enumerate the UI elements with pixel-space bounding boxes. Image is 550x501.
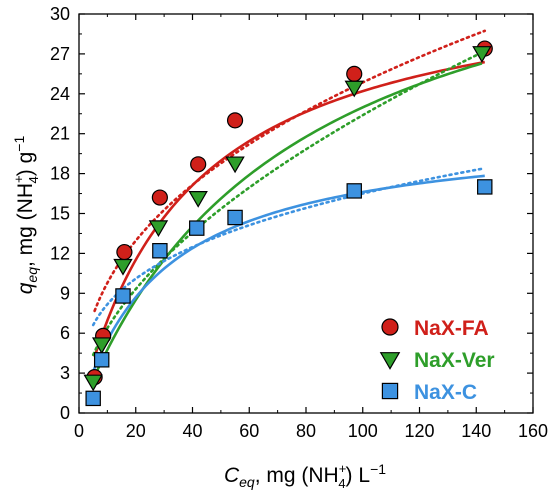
x-tick-label: 120 <box>404 421 434 441</box>
y-tick-label: 6 <box>60 323 70 343</box>
data-point-nax-fa <box>116 243 133 261</box>
data-point-nax-c <box>227 209 243 226</box>
data-points <box>83 40 493 407</box>
x-tick-label: 100 <box>348 421 378 441</box>
data-point-nax-ver <box>344 80 364 98</box>
y-tick-label: 30 <box>50 4 70 24</box>
fit-solid-nax-c <box>91 174 485 372</box>
legend-label-nax-ver: NaX-Ver <box>414 349 495 372</box>
y-tick-label: 18 <box>50 164 70 184</box>
y-tick-label: 15 <box>50 204 70 224</box>
y-tick-label: 0 <box>60 403 70 423</box>
legend-marker-nax-c <box>381 382 399 400</box>
data-point-nax-fa <box>346 65 363 82</box>
data-point-nax-ver <box>225 156 245 174</box>
y-axis-title: qeq, mg (NH+4) g−1 <box>11 136 41 295</box>
axes: 0 20 40 60 80 100 120 140 160 0 3 6 9 12 15 18 21 24 27 30 <box>50 4 548 441</box>
x-tick-label: 160 <box>518 421 548 441</box>
data-point-nax-ver <box>113 258 133 276</box>
data-point-nax-c <box>85 390 101 407</box>
y-tick-label: 27 <box>50 44 70 64</box>
data-point-nax-c <box>477 179 493 195</box>
fit-solid-nax-ver <box>92 62 483 380</box>
data-point-nax-fa <box>151 189 168 206</box>
data-point-nax-c <box>93 352 110 368</box>
legend-label-nax-c: NaX-C <box>414 381 477 404</box>
data-point-nax-ver <box>148 220 169 238</box>
data-point-nax-ver <box>91 337 112 355</box>
y-tick-label: 9 <box>60 283 70 303</box>
data-point-nax-c <box>152 243 168 259</box>
data-point-nax-c <box>346 183 362 199</box>
legend-label-nax-fa: NaX-FA <box>414 317 489 340</box>
data-point-nax-c <box>115 288 131 304</box>
x-tick-label: 40 <box>182 421 202 441</box>
fit-dotted-nax-ver <box>91 51 484 357</box>
x-axis-title: Ceq, mg (NH+ 4) L−1 <box>224 461 386 491</box>
x-tick-label: 60 <box>239 421 259 441</box>
y-tick-label: 3 <box>60 363 70 383</box>
data-point-nax-fa <box>190 156 207 173</box>
x-tick-label: 80 <box>296 421 316 441</box>
y-tick-label: 12 <box>50 243 70 263</box>
legend: NaX-FA NaX-Ver NaX-C <box>379 317 495 404</box>
x-tick-label: 20 <box>126 421 146 441</box>
fit-dotted-nax-c <box>91 166 487 327</box>
y-tick-label: 24 <box>50 84 70 104</box>
y-tick-label: 21 <box>50 124 70 144</box>
data-point-nax-fa <box>226 112 244 129</box>
legend-marker-nax-ver <box>379 352 401 370</box>
data-point-nax-ver <box>472 46 492 63</box>
x-tick-label: 0 <box>74 421 84 441</box>
legend-marker-nax-fa <box>381 318 399 336</box>
data-point-nax-c <box>189 220 205 236</box>
x-tick-label: 140 <box>461 421 491 441</box>
data-point-nax-ver <box>83 374 103 392</box>
data-point-nax-ver <box>188 191 208 208</box>
